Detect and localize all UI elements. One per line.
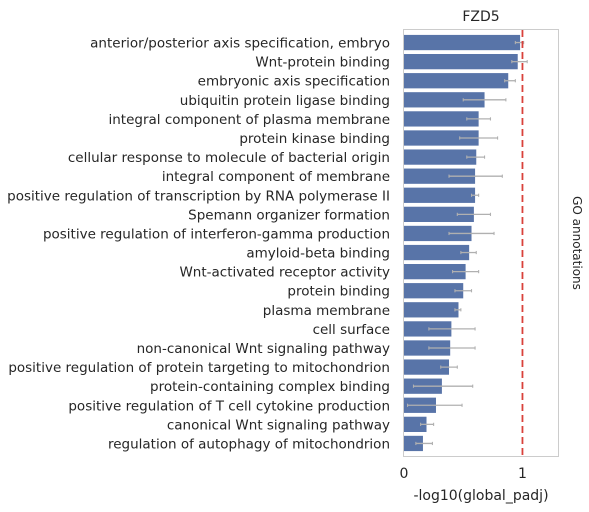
bar	[404, 225, 472, 242]
bar	[404, 206, 474, 222]
category-label: embryonic axis specification	[198, 74, 390, 90]
category-label: Spemann organizer formation	[188, 207, 390, 223]
x-tick-label: 1	[518, 466, 527, 482]
category-label: integral component of plasma membrane	[108, 112, 390, 128]
category-label: regulation of autophagy of mitochondrion	[108, 436, 390, 452]
bar	[404, 359, 450, 375]
category-label: protein binding	[287, 284, 390, 300]
bar	[404, 130, 479, 146]
bar	[404, 54, 518, 70]
category-label: amyloid-beta binding	[246, 246, 390, 262]
category-label: plasma membrane	[263, 303, 390, 319]
category-label: positive regulation of transcription by …	[7, 188, 390, 204]
bar	[404, 34, 521, 51]
bar	[404, 149, 477, 165]
category-label: canonical Wnt signaling pathway	[167, 417, 390, 433]
category-label: integral component of membrane	[162, 169, 390, 185]
bar	[404, 340, 451, 356]
bar	[404, 92, 485, 108]
bar	[404, 187, 476, 203]
category-label: positive regulation of protein targeting…	[8, 360, 390, 376]
bar	[404, 244, 470, 261]
category-label: anterior/posterior axis specification, e…	[90, 36, 390, 52]
bars-layer	[404, 30, 528, 456]
chart-title: FZD5	[462, 9, 499, 25]
category-labels: anterior/posterior axis specification, e…	[7, 36, 390, 453]
category-label: Wnt-protein binding	[255, 55, 390, 71]
plot-frame	[403, 29, 559, 457]
bar	[404, 435, 423, 452]
x-axis-title: -log10(global_padj)	[413, 488, 548, 504]
category-label: ubiquitin protein ligase binding	[180, 93, 390, 109]
bar	[404, 416, 427, 432]
bar	[404, 73, 509, 89]
bar	[404, 111, 479, 127]
category-label: protein kinase binding	[239, 131, 390, 147]
bar	[404, 168, 476, 184]
category-label: cell surface	[313, 322, 390, 338]
x-tick-label: 0	[400, 466, 409, 482]
category-label: positive regulation of interferon-gamma …	[43, 226, 390, 242]
category-label: protein-containing complex binding	[150, 379, 390, 395]
bar	[404, 264, 466, 280]
side-annotation-label: GO annotations	[570, 196, 584, 290]
category-label: positive regulation of T cell cytokine p…	[68, 398, 390, 414]
category-label: cellular response to molecule of bacteri…	[68, 150, 390, 166]
bar	[404, 321, 452, 337]
bar	[404, 302, 459, 318]
category-label: Wnt-activated receptor activity	[179, 265, 390, 281]
bar	[404, 283, 464, 299]
category-label: non-canonical Wnt signaling pathway	[137, 341, 390, 357]
